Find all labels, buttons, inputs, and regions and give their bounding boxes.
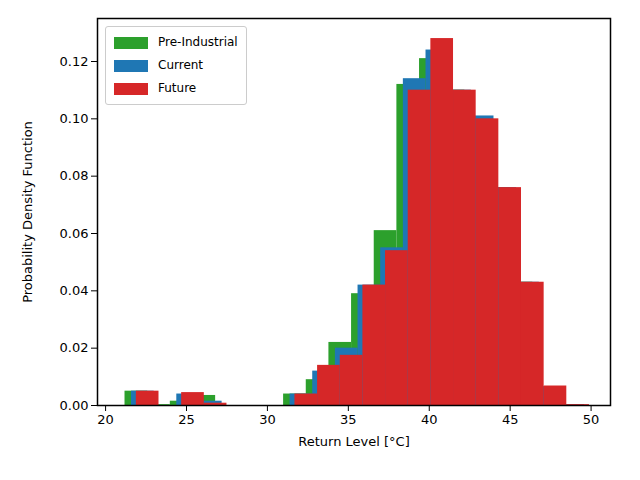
svg-text:50: 50	[583, 412, 600, 427]
svg-text:35: 35	[340, 412, 357, 427]
svg-text:20: 20	[97, 412, 114, 427]
svg-text:40: 40	[421, 412, 438, 427]
html-text:Current: Current	[158, 58, 204, 72]
svg-text:0.06: 0.06	[60, 226, 89, 241]
svg-text:0.10: 0.10	[60, 111, 89, 126]
html-text:Future: Future	[158, 81, 197, 95]
svg-text:Return Level [°C]: Return Level [°C]	[298, 434, 409, 449]
html-text:Pre-Industrial: Pre-Industrial	[158, 35, 238, 49]
svg-text:0.12: 0.12	[60, 54, 89, 69]
svg-text:30: 30	[259, 412, 276, 427]
svg-text:25: 25	[178, 412, 195, 427]
svg-text:0.04: 0.04	[60, 283, 89, 298]
svg-text:0.02: 0.02	[60, 340, 89, 355]
svg-text:0.00: 0.00	[60, 398, 89, 413]
svg-text:45: 45	[502, 412, 519, 427]
svg-text:Probability Density Function: Probability Density Function	[20, 121, 35, 303]
svg-text:0.08: 0.08	[60, 168, 89, 183]
